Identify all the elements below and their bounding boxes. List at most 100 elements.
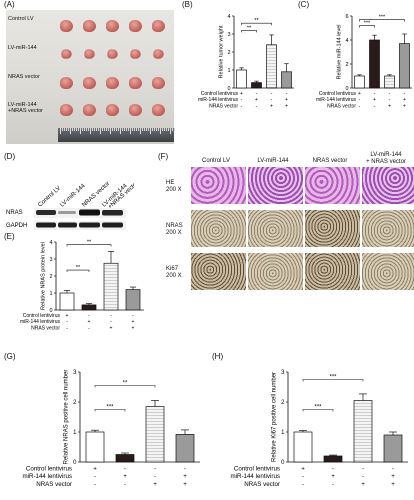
panel-e-label: (E) (4, 232, 15, 241)
bar (115, 454, 135, 463)
treatment-sign: + (123, 473, 127, 480)
histo-ki67-4 (362, 253, 414, 290)
panel-h-label: (H) (212, 352, 224, 361)
treatment-label: Control lentivirus (26, 465, 72, 472)
sig-bracket (359, 19, 405, 22)
row-label-nras-vector: NRAS vector (8, 74, 40, 80)
histo-nras-2 (248, 210, 303, 247)
treatment-sign: + (110, 325, 113, 331)
y-tick-label: 0 (227, 86, 230, 92)
sig-star: *** (314, 405, 322, 411)
y-axis-label: Relative miR-144 level (336, 24, 342, 79)
y-axis-label: Relative NRAS protein level (40, 242, 46, 310)
treatment-sign: - (132, 313, 134, 319)
treatment-label: NRAS vector (327, 103, 356, 109)
treatment-label: miR-144 lentivirus (198, 97, 239, 103)
treatment-sign: + (403, 103, 406, 109)
treatment-sign: + (255, 97, 258, 103)
treatment-sign: - (404, 91, 406, 97)
sig-star: ** (123, 381, 128, 387)
y-tick-label: 1 (49, 291, 52, 297)
treatment-sign: + (132, 325, 135, 331)
bar (59, 292, 75, 311)
treatment-sign: - (88, 325, 90, 331)
row-label-combo: LV-miR-144 +NRAS vector (8, 102, 43, 114)
panel-a-label: (A) (4, 0, 15, 9)
bar (145, 406, 165, 463)
tumor-1-2 (83, 20, 96, 32)
y-axis-label: Relative Ki67 positive cell number (271, 372, 277, 462)
y-tick-label: 0 (73, 460, 77, 466)
treatment-sign: - (302, 481, 304, 488)
sig-bracket (94, 385, 156, 388)
histo-he-4 (362, 167, 414, 204)
sig-bracket (66, 244, 112, 247)
treatment-label: NRAS vector (209, 103, 238, 109)
histo-row-ki67: Ki67 200 X (166, 266, 182, 279)
tumor-1-5 (152, 20, 165, 32)
treatment-sign: - (241, 97, 243, 103)
tumor-4-1 (60, 104, 73, 116)
tumor-1-1 (60, 20, 73, 32)
histo-he-2 (248, 167, 303, 204)
treatment-sign: + (391, 481, 395, 488)
treatment-label: NRAS vector (36, 481, 72, 488)
treatment-sign: - (124, 465, 126, 472)
histo-nras-1 (191, 210, 246, 247)
sig-bracket (359, 25, 375, 28)
y-axis-label: Relative tumor weight (218, 25, 224, 78)
tumor-4-5 (152, 104, 165, 116)
treatment-sign: + (132, 319, 135, 325)
bar (266, 44, 277, 89)
treatment-sign: - (359, 103, 361, 109)
bar (236, 69, 247, 89)
histology-grid: Control LV LV-miR-144 NRAS vector LV-miR… (158, 150, 414, 350)
y-tick-label: 4 (227, 14, 230, 20)
treatment-sign: - (374, 103, 376, 109)
tumor-1-4 (129, 20, 142, 32)
treatment-sign: - (362, 473, 364, 480)
treatment-label: Control lentivirus (234, 465, 280, 472)
bar (399, 43, 410, 89)
histo-row-nras: NRAS 200 X (166, 223, 183, 236)
panel-b-label: (B) (182, 0, 193, 9)
tumor-4-4 (129, 104, 142, 116)
bar (384, 75, 395, 89)
tumor-3-1 (60, 77, 73, 89)
treatment-sign: - (241, 103, 243, 109)
band-nras-2 (58, 211, 76, 214)
treatment-sign: + (240, 91, 243, 97)
histo-col-4: LV-miR-144 + NRAS vector (366, 152, 406, 165)
sig-star: *** (106, 405, 114, 411)
sig-star: ** (76, 265, 81, 271)
sig-star: *** (379, 15, 386, 21)
row-label-control-lv: Control LV (8, 16, 34, 22)
treatment-sign: - (94, 473, 96, 480)
band-gapdh-2 (58, 222, 77, 228)
bar (293, 431, 313, 463)
treatment-sign: - (392, 465, 394, 472)
treatment-sign: + (301, 465, 305, 472)
treatment-sign: - (66, 319, 68, 325)
treatment-sign: - (110, 313, 112, 319)
treatment-sign: + (183, 473, 187, 480)
treatment-sign: + (403, 97, 406, 103)
tumor-3-3 (106, 77, 119, 89)
band-gapdh-3 (79, 222, 100, 228)
histo-col-2: LV-miR-144 (257, 158, 289, 164)
band-nras-3 (79, 209, 100, 216)
treatment-sign: + (66, 313, 69, 319)
sig-star: ** (247, 25, 252, 31)
band-nras-4 (102, 210, 123, 216)
tumor-2-5 (153, 49, 164, 59)
panel-f-label: (F) (158, 152, 169, 161)
row-label-lv-mir-144: LV-miR-144 (8, 45, 37, 51)
treatment-sign: - (302, 473, 304, 480)
tumor-3-4 (129, 77, 142, 89)
treatment-label: NRAS vector (244, 481, 280, 488)
treatment-sign: + (88, 319, 91, 325)
treatment-sign: - (332, 481, 334, 488)
treatment-sign: - (154, 465, 156, 472)
